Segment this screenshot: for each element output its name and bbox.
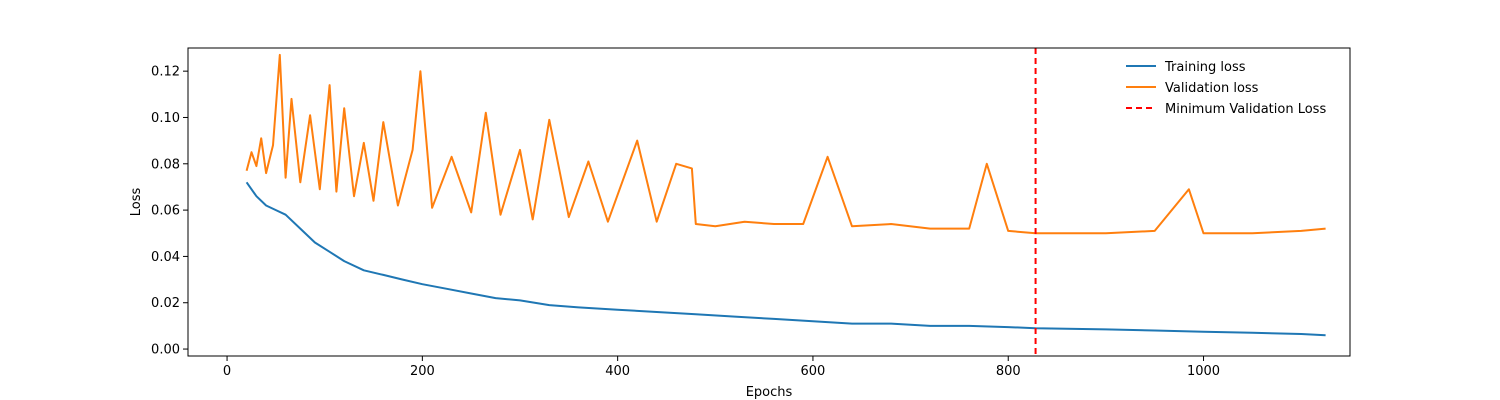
y-tick-label: 0.06 [151,204,180,219]
legend: Training loss Validation loss Minimum Va… [1126,60,1326,117]
y-tick-label: 0.00 [151,343,180,358]
y-tick-label: 0.04 [151,250,180,265]
x-tick-label: 400 [605,364,630,379]
legend-label-training: Training loss [1164,60,1246,75]
x-tick-label: 0 [223,364,231,379]
x-tick-label: 1000 [1187,364,1220,379]
y-tick-label: 0.08 [151,157,180,172]
x-tick-label: 200 [410,364,435,379]
x-tick-label: 600 [801,364,826,379]
legend-label-minimum: Minimum Validation Loss [1165,102,1326,117]
validation-loss-line [245,53,1326,235]
series-group [245,48,1326,356]
x-tick-label: 800 [996,364,1021,379]
y-axis: 0.00 0.02 0.04 0.06 0.08 0.10 0.12 [151,65,188,358]
axes-frame [187,47,1351,357]
y-tick-label: 0.02 [151,296,180,311]
y-tick-label: 0.10 [151,111,180,126]
y-tick-label: 0.12 [151,65,180,80]
x-axis-label: Epochs [746,385,793,400]
y-axis-label: Loss [129,188,144,217]
x-axis: 0 200 400 600 800 1000 [223,356,1220,379]
legend-label-validation: Validation loss [1165,81,1259,96]
training-loss-line [245,181,1326,337]
